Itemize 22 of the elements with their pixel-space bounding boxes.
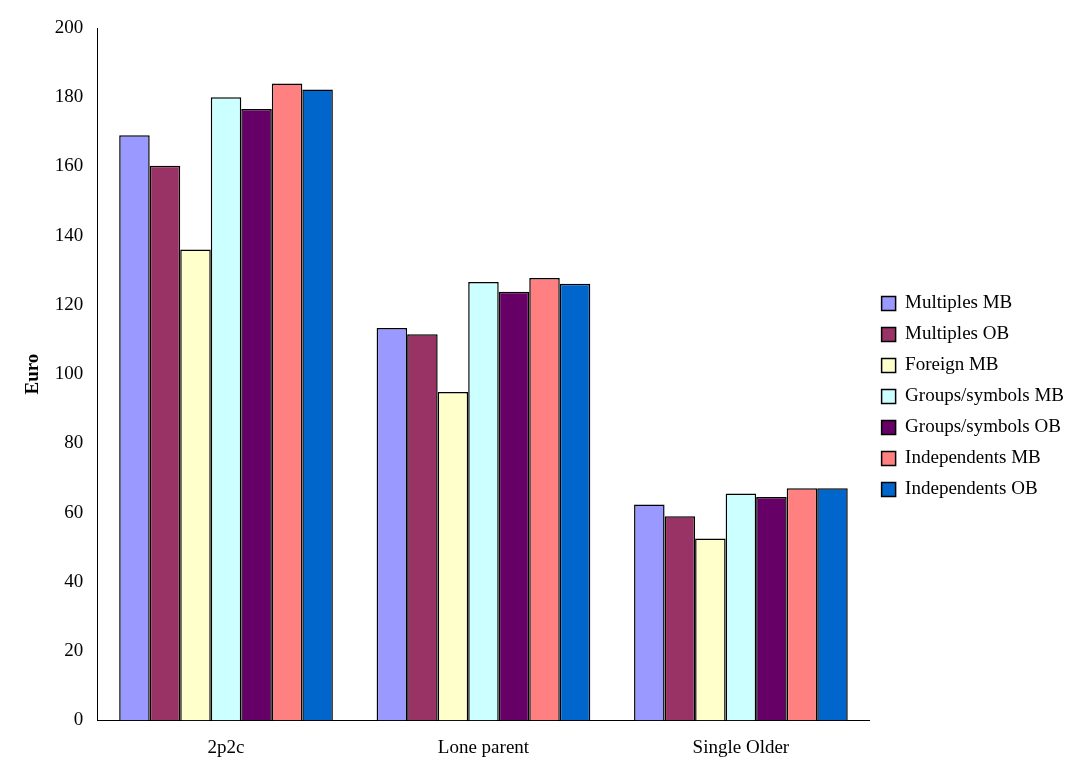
y-tick-label: 60 bbox=[64, 500, 84, 522]
y-tick-label: 120 bbox=[54, 292, 84, 314]
x-tick-label: Lone parent bbox=[437, 735, 530, 757]
x-tick-label: Single Older bbox=[692, 735, 790, 757]
y-axis-title: Euro bbox=[21, 353, 43, 395]
y-tick-label: 20 bbox=[64, 638, 84, 660]
y-tick-label: 0 bbox=[73, 708, 84, 730]
y-tick-label: 160 bbox=[54, 154, 84, 176]
legend-label: Independents MB bbox=[905, 446, 1041, 468]
y-tick-label: 80 bbox=[64, 431, 84, 453]
legend-label: Groups/symbols OB bbox=[905, 415, 1061, 437]
y-tick-label: 200 bbox=[54, 15, 84, 37]
y-tick-label: 100 bbox=[54, 362, 84, 384]
legend-label: Groups/symbols MB bbox=[905, 384, 1065, 406]
y-tick-label: 140 bbox=[54, 223, 84, 245]
y-tick-label: 40 bbox=[64, 569, 84, 591]
legend-label: Independents OB bbox=[905, 477, 1038, 499]
x-tick-label: 2p2c bbox=[207, 735, 245, 757]
legend-label: Foreign MB bbox=[905, 353, 999, 375]
legend-label: Multiples OB bbox=[905, 322, 1010, 344]
y-tick-label: 180 bbox=[54, 85, 84, 107]
legend-label: Multiples MB bbox=[905, 291, 1013, 313]
